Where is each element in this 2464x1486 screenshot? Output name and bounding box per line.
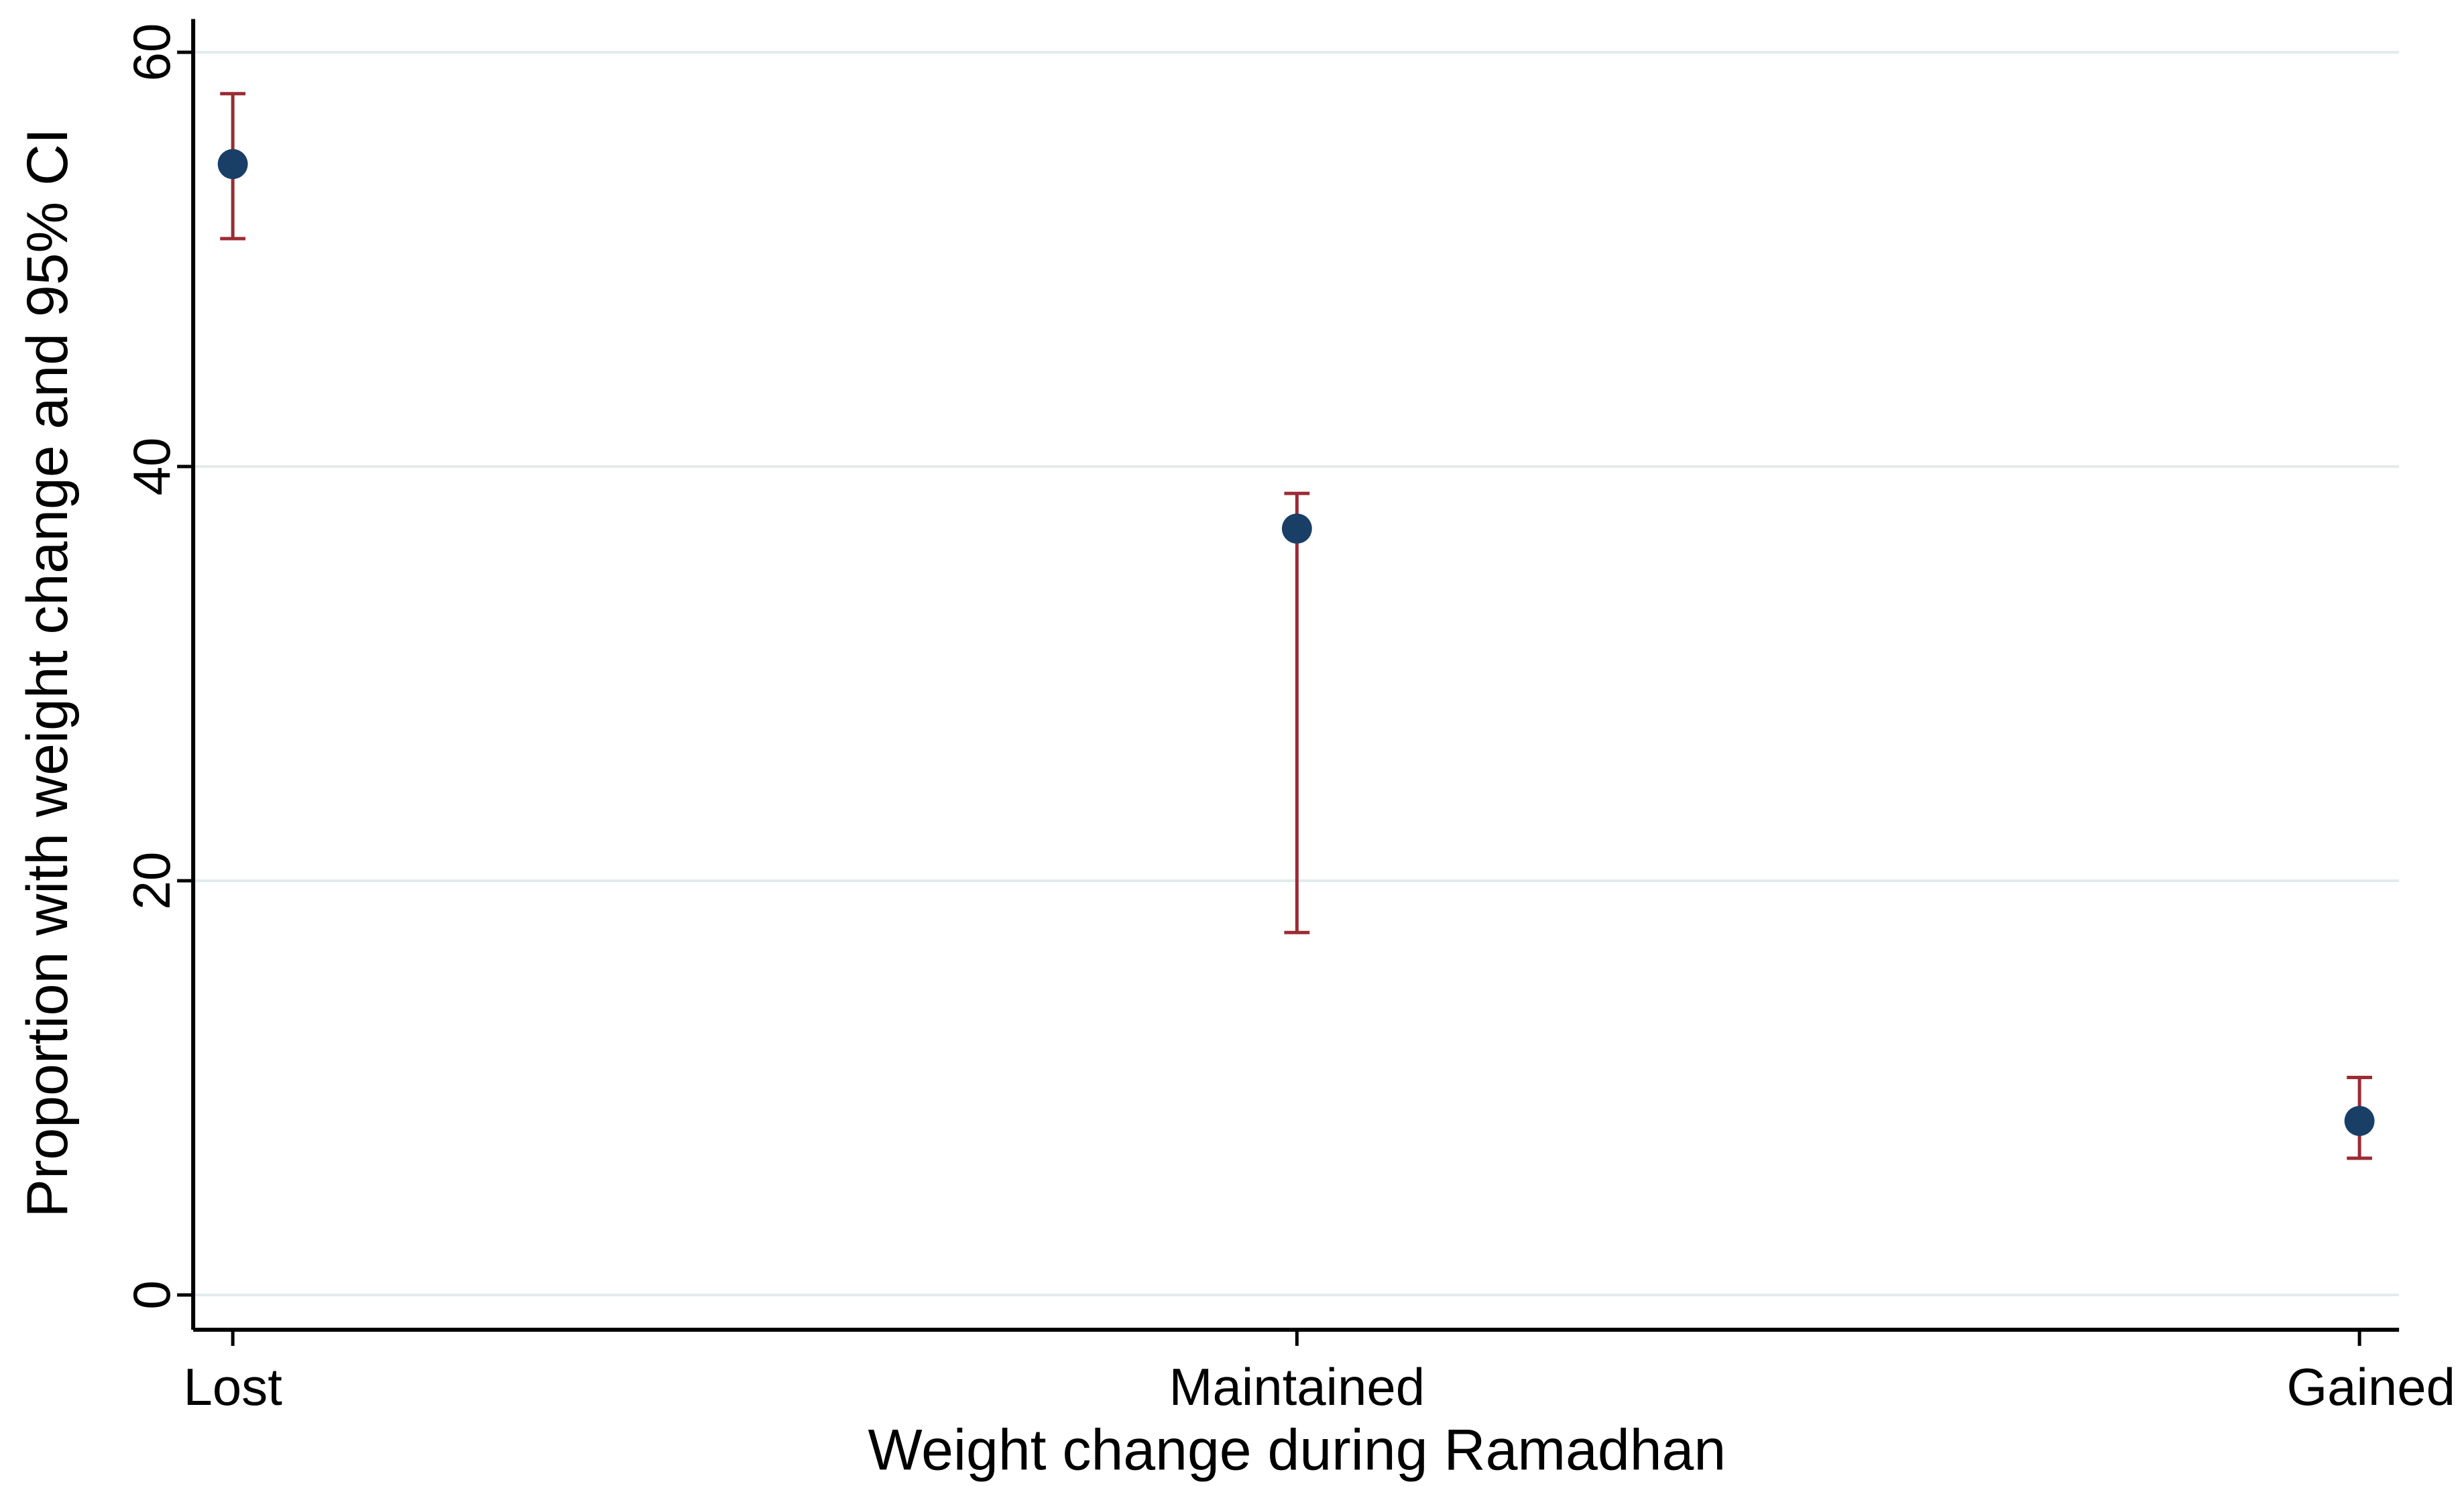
error-bars — [220, 92, 2373, 1160]
error-bar — [1284, 491, 1310, 934]
x-axis-title: Weight change during Ramadhan — [868, 1418, 1726, 1482]
data-point — [2344, 1105, 2375, 1136]
data-points — [217, 149, 2375, 1136]
data-point — [217, 149, 248, 180]
y-axis-title: Proportion with weight change and 95% CI — [15, 128, 80, 1217]
y-tick-label: 60 — [122, 23, 181, 82]
y-tick-label: 40 — [122, 438, 181, 496]
y-ticks: 0 20 40 60 — [122, 23, 194, 1310]
y-tick-label: 20 — [122, 852, 181, 910]
data-point — [1281, 513, 1312, 544]
x-ticks: Lost Maintained Gained — [183, 1329, 2455, 1416]
gridlines — [193, 50, 2400, 1296]
x-tick-label: Gained — [2286, 1357, 2455, 1416]
x-tick-label: Lost — [183, 1357, 282, 1416]
x-tick-label: Maintained — [1169, 1357, 1425, 1416]
y-tick-label: 0 — [122, 1280, 181, 1309]
